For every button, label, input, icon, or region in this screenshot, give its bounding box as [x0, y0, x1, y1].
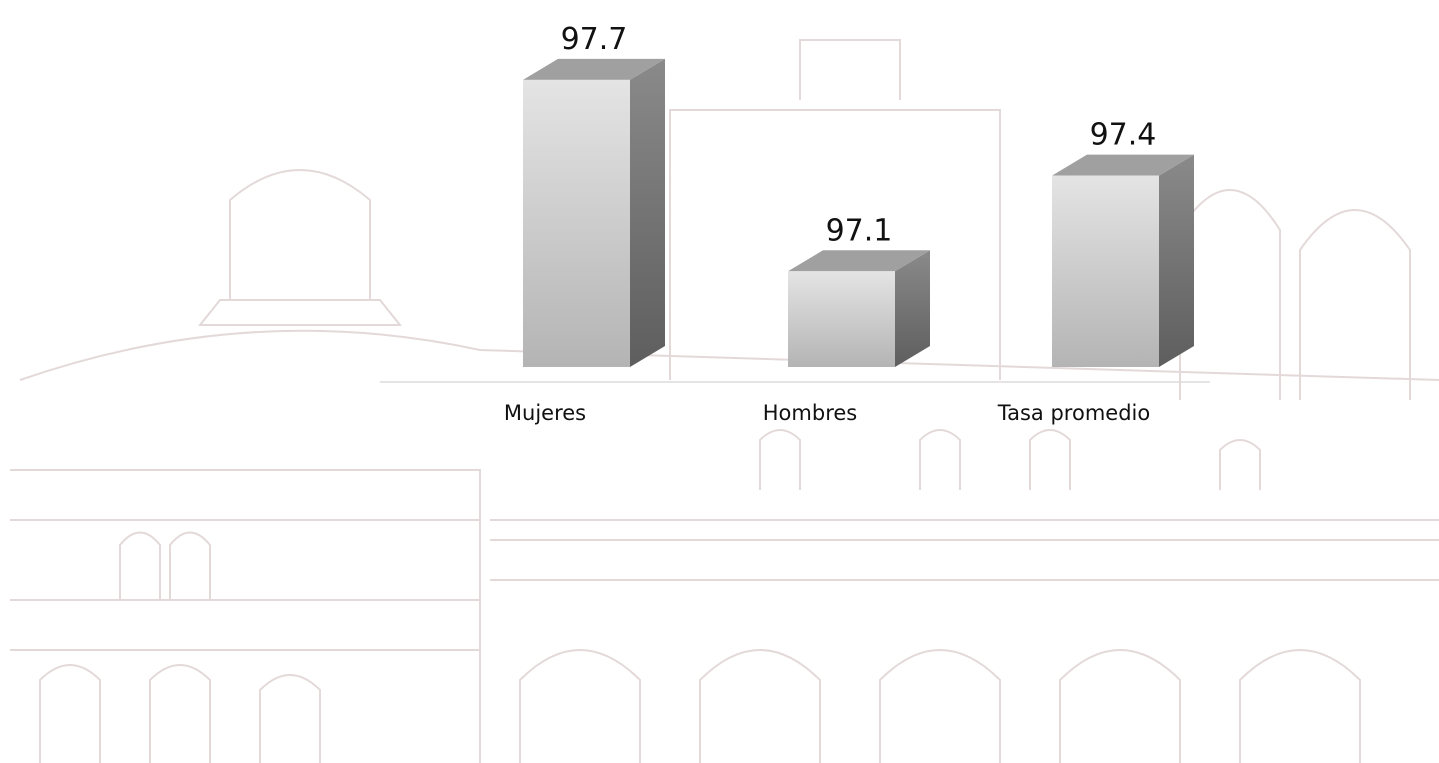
x-tick-label: Mujeres: [504, 401, 586, 425]
value-label: 97.1: [826, 213, 893, 248]
bar: [1052, 155, 1194, 367]
x-tick-label: Hombres: [763, 401, 857, 425]
background-sketch: [10, 40, 1439, 763]
bar: [788, 250, 930, 367]
chart: 97.7 Mujeres 97.1 Hombres 97.4 Tasa promedio: [0, 0, 1439, 763]
x-tick-label: Tasa promedio: [997, 401, 1150, 425]
bar-front: [1052, 176, 1159, 367]
bar-front: [788, 271, 895, 367]
bar-side: [1159, 155, 1194, 367]
bar-side: [630, 59, 665, 367]
page: {"chart_data": {"type": "bar3d", "catego…: [0, 0, 1439, 763]
bar: [523, 59, 665, 367]
value-label: 97.7: [561, 22, 628, 57]
value-label: 97.4: [1090, 118, 1157, 153]
bar-front: [523, 80, 630, 367]
